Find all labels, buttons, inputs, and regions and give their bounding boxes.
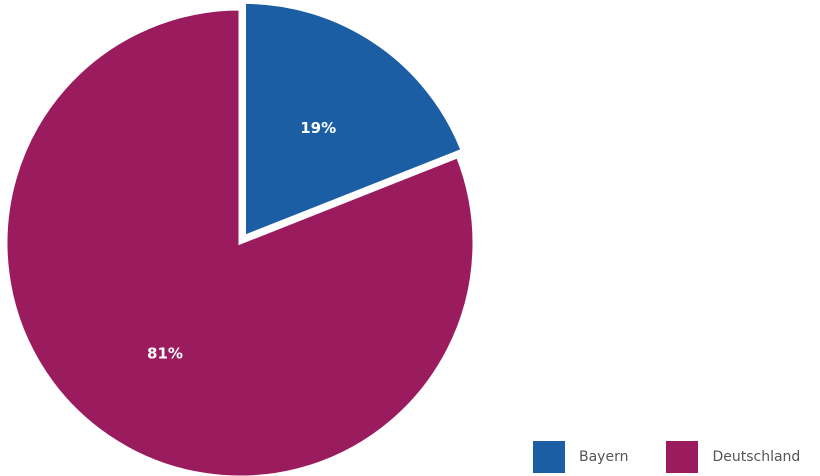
pie-slices xyxy=(4,0,476,476)
legend-swatch-bayern xyxy=(533,441,565,473)
legend-item-deutschland: Deutschland xyxy=(666,441,800,473)
pie-labels: 19% 81% xyxy=(147,119,336,362)
legend: Bayern Deutschland xyxy=(533,441,800,473)
pie-label-bayern: 19% xyxy=(300,119,336,137)
pie-slice-bayern xyxy=(242,0,465,239)
legend-label-bayern: Bayern xyxy=(579,449,629,465)
pie-slice-deutschland xyxy=(4,7,476,476)
pie-label-deutschland: 81% xyxy=(147,344,183,362)
legend-item-bayern: Bayern xyxy=(533,441,628,473)
legend-label-deutschland: Deutschland xyxy=(712,449,801,465)
legend-swatch-deutschland xyxy=(666,441,699,473)
